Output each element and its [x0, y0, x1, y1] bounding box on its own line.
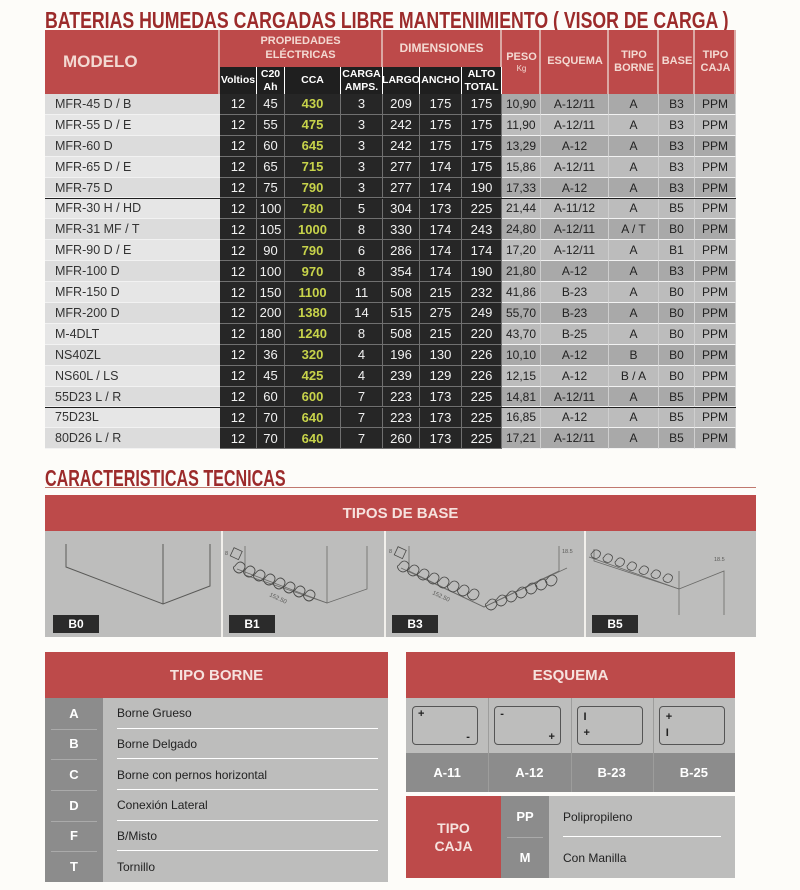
svg-text:8: 8	[389, 549, 392, 555]
svg-text:18.5: 18.5	[714, 557, 725, 563]
svg-text:18.5: 18.5	[562, 549, 573, 555]
svg-text:8: 8	[225, 551, 228, 557]
svg-text:152.50: 152.50	[431, 590, 451, 603]
svg-text:152.50: 152.50	[268, 592, 288, 605]
